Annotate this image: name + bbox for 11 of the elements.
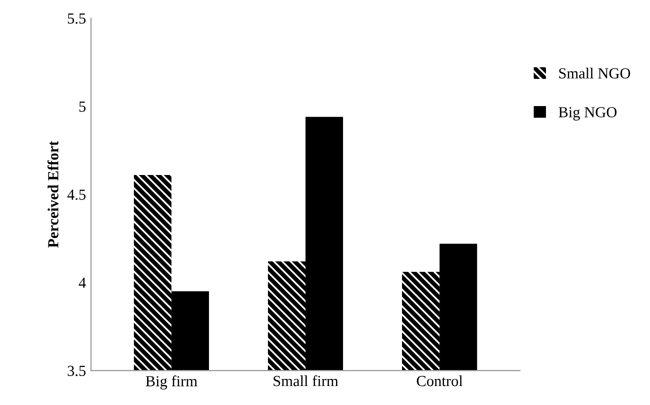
y-axis-title: Perceived Effort [47,140,58,248]
x-tick-label: Control [416,375,463,386]
y-tick-label: 4.5 [67,190,86,200]
y-tick-label: 3.5 [68,366,86,376]
y-tick-label: 5 [79,102,86,112]
legend-label: Small NGO [559,68,630,79]
x-tick-label: Small firm [274,375,338,386]
x-tick-label: Big firm [146,375,198,390]
legend-label: Big NGO [558,107,617,121]
y-tick-label: 4 [78,278,86,288]
y-tick-label: 5.5 [68,14,86,24]
